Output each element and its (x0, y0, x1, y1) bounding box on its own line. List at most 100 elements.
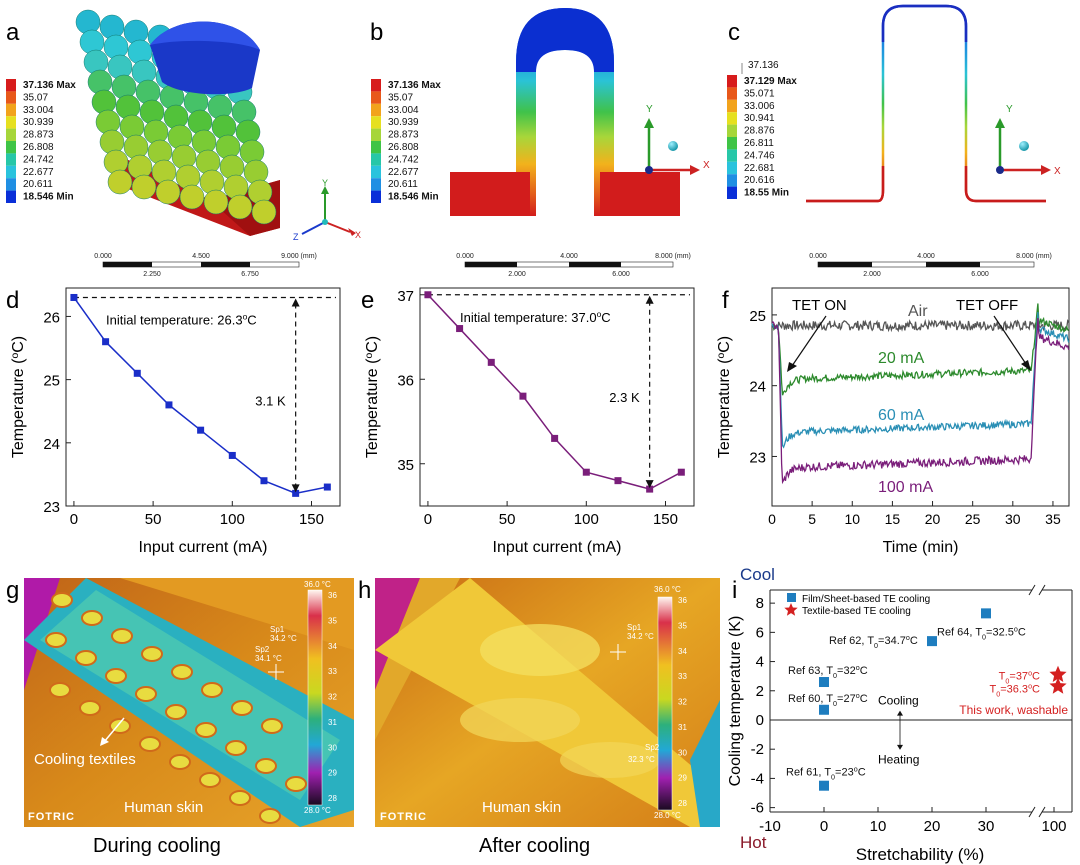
legend-swatch (727, 112, 737, 125)
textile-dot (79, 700, 101, 716)
legend-value: 20.616 (744, 175, 775, 186)
series-label: Air (908, 303, 928, 320)
scalebar-segment (103, 262, 152, 267)
series-line (771, 312, 1070, 449)
chart-e: 0 50 100 150 35 36 37 Input current (mA) Tempera… (364, 287, 695, 556)
thermal-max: 36.0 °C (654, 585, 681, 594)
point-label-part: o (856, 664, 860, 672)
annotation-arrow (791, 315, 827, 367)
fea-ball (127, 39, 153, 65)
fea-ball (207, 94, 233, 120)
legend-value: 26.808 (23, 142, 54, 153)
legend-value: 35.07 (388, 92, 413, 103)
axis-triad-c: Y X (995, 104, 1061, 177)
data-point (323, 483, 331, 491)
legend-value: 18.546 Min (23, 192, 74, 203)
arrow-head (645, 480, 654, 489)
y-tick-label: 4 (756, 654, 764, 671)
x-tick-label: 5 (808, 511, 816, 527)
brand-g: FOTRIC (28, 811, 75, 823)
scalebar-label: 6.750 (241, 271, 259, 278)
arrow-head (897, 710, 903, 716)
y-tick-label: 6 (756, 624, 764, 641)
series-label: 100 mA (878, 479, 933, 496)
delta-label: 2.3 K (609, 390, 640, 405)
legend-value: 28.873 (23, 130, 54, 141)
thermal-tick: 36 (678, 596, 687, 605)
point-label-part: =37 (1009, 671, 1028, 683)
legend-swatch (371, 141, 381, 154)
x-tick-label: 20 (924, 818, 941, 835)
data-point (646, 485, 654, 493)
y-axis-label-part: o (10, 353, 21, 359)
legend-value: 30.941 (744, 113, 775, 124)
axis-x-b: X (703, 160, 710, 171)
y-axis-label-part: C) (716, 336, 733, 353)
sp1-label-g: Sp1 (270, 625, 285, 634)
textile-dot (225, 740, 247, 756)
legend-swatch (6, 165, 16, 179)
legend-swatch (727, 161, 737, 175)
fea-ball (199, 169, 225, 195)
legend-swatch (6, 116, 16, 129)
legend-swatch (727, 75, 737, 88)
fea-ball (251, 199, 277, 225)
textile-dots (45, 592, 307, 824)
chart-f: 0 5 10 15 20 25 30 35 23 24 25 Time (min) Temperatur… (716, 287, 1070, 556)
y-tick-label: 23 (43, 499, 60, 516)
arrow-head (291, 484, 300, 493)
caption-h: After cooling (479, 835, 590, 857)
y-axis-label-part: Temperature ( (716, 358, 733, 458)
legend-marker (784, 603, 798, 616)
thermal-tick: 31 (328, 718, 337, 727)
fea-ball (167, 124, 193, 150)
x-tick-label: 35 (1045, 511, 1061, 527)
point-label-part: 0 (833, 700, 837, 708)
legend-value: 18.546 Min (388, 192, 439, 203)
legend-label: Film/Sheet-based TE cooling (802, 594, 930, 605)
point-label-part: 0 (831, 774, 835, 782)
data-point (677, 468, 685, 476)
sp2-label-g: Sp2 (255, 645, 270, 654)
fea-ball (87, 69, 113, 95)
crosshair-h (610, 644, 626, 660)
fea-ball (239, 139, 265, 165)
legend-swatch (6, 103, 16, 117)
legend-value: 22.681 (744, 163, 775, 174)
fea-ball (139, 99, 165, 125)
data-point (1049, 677, 1067, 694)
scalebar-segment (201, 262, 250, 267)
point-label-part: 0 (874, 642, 878, 650)
legend-swatch (6, 91, 16, 104)
brand-h: FOTRIC (380, 811, 427, 823)
legend-value: 24.746 (744, 150, 775, 161)
legend-swatch (6, 178, 16, 191)
y-axis-label: Temperature (oC) (10, 336, 28, 458)
fea-ball (163, 104, 189, 130)
textile-dot (165, 704, 187, 720)
arrow-head (291, 298, 300, 307)
initial-temp-annotation-part: C (247, 312, 256, 327)
x-tick-label: 50 (145, 511, 162, 528)
textile-dot (261, 718, 283, 734)
legend-swatch (727, 149, 737, 162)
textile-dot (259, 808, 281, 824)
textile-dot (201, 682, 223, 698)
axis-y-a: Y (322, 178, 328, 188)
fea-ball (79, 29, 105, 55)
textile-dot (195, 722, 217, 738)
point-label: T0=36.3oC (990, 682, 1041, 698)
textile-dot (231, 700, 253, 716)
legend-value: 37.136 Max (23, 80, 76, 91)
axis-z-a: Z (293, 232, 299, 242)
data-point (819, 677, 829, 688)
data-point (424, 291, 432, 299)
fea-ball (155, 179, 181, 205)
data-point (1049, 665, 1067, 682)
thermal-min: 28.0 °C (654, 811, 681, 820)
fea-ball (131, 59, 157, 85)
data-point (981, 608, 991, 619)
axis-y-c: Y (1006, 104, 1013, 115)
fea-ball (231, 99, 257, 125)
